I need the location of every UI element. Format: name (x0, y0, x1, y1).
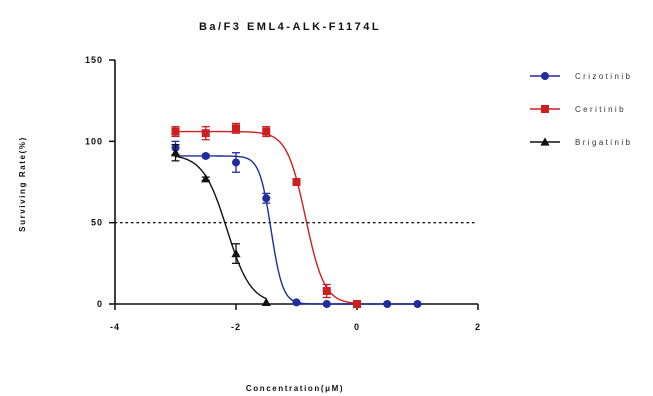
data-point-crizotinib (383, 300, 392, 308)
legend-item-brigatinib: Brigatinib (530, 137, 632, 147)
x-tick-label: 0 (354, 322, 360, 332)
data-point-ceritinib (292, 178, 301, 186)
data-point-ceritinib (232, 124, 240, 133)
x-tick-label: -2 (231, 322, 241, 332)
data-point-crizotinib (292, 298, 301, 307)
legend-item-ceritinib: Ceritinib (530, 105, 626, 114)
y-axis-label: Surviving Rate(%) (18, 136, 27, 232)
data-point-ceritinib (322, 286, 331, 295)
y-tick-label: 0 (97, 299, 103, 309)
y-tick-label: 100 (85, 136, 103, 146)
y-tick-label: 50 (91, 218, 103, 228)
legend-label: Brigatinib (575, 138, 632, 147)
legend-label: Crizotinib (575, 72, 632, 81)
data-point-brigatinib (170, 148, 181, 157)
data-point-brigatinib (231, 248, 241, 258)
legend-item-crizotinib: Crizotinib (530, 72, 632, 81)
data-point-brigatinib (261, 297, 271, 307)
y-tick-label: 150 (85, 55, 103, 65)
legend-marker (541, 105, 549, 113)
legend-marker (541, 72, 549, 80)
legend-label: Ceritinib (575, 105, 626, 114)
data-point-ceritinib (201, 129, 210, 138)
data-point-crizotinib (262, 194, 271, 203)
data-point-ceritinib (171, 127, 180, 136)
data-point-crizotinib (232, 158, 240, 167)
data-point-ceritinib (353, 300, 361, 308)
legend: Crizotinib Ceritinib Brigatinib (530, 72, 632, 147)
data-point-ceritinib (262, 127, 271, 136)
data-point-brigatinib (201, 174, 211, 183)
x-tick-label: -4 (110, 322, 120, 332)
x-tick-label: 2 (475, 322, 481, 332)
data-point-crizotinib (413, 300, 422, 308)
x-axis-label: Concentration(μM) (246, 384, 344, 393)
data-point-crizotinib (201, 151, 210, 160)
data-point-crizotinib (322, 300, 331, 308)
legend-marker (540, 137, 550, 146)
plot-area: 0 50 100 150 -4 -2 0 2 (85, 55, 481, 332)
chart-title: Ba/F3 EML4-ALK-F1174L (199, 21, 381, 33)
fit-curve-brigatinib (175, 155, 267, 300)
